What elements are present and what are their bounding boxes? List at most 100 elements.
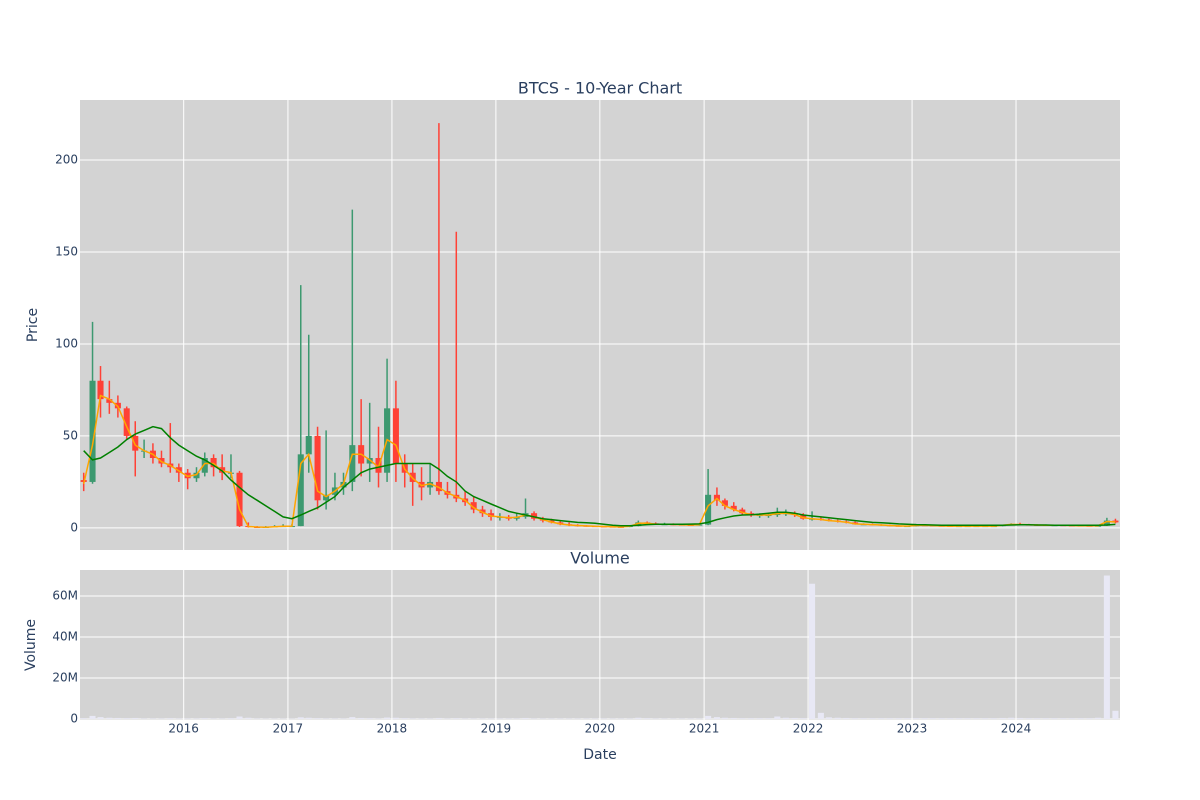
- volume-bar: [158, 718, 165, 719]
- volume-bar: [141, 718, 148, 719]
- candle-body: [705, 494, 712, 525]
- volume-bar: [635, 717, 642, 719]
- volume-bar: [696, 718, 703, 719]
- candle-body: [236, 472, 243, 527]
- candle-body: [184, 472, 191, 479]
- y-tick-label: 200: [55, 152, 78, 166]
- volume-bar: [401, 718, 408, 719]
- y-tick-label: 50: [63, 428, 78, 442]
- volume-bar: [591, 718, 599, 719]
- volume-bar: [193, 718, 200, 719]
- candle-body: [305, 435, 312, 455]
- volume-bar: [964, 718, 971, 719]
- x-tick-label: 2019: [481, 722, 512, 736]
- volume-bar: [947, 718, 954, 719]
- volume-bar: [539, 718, 546, 719]
- volume-bar: [817, 712, 824, 719]
- volume-axis-label: Volume: [23, 619, 39, 671]
- volume-bar: [210, 718, 217, 719]
- volume-bar: [219, 718, 226, 719]
- volume-bar: [444, 718, 451, 719]
- volume-bar: [462, 718, 469, 719]
- volume-bar: [1112, 710, 1119, 719]
- volume-bar: [574, 718, 581, 719]
- volume-tick-label: 20M: [52, 670, 78, 684]
- candle-body: [730, 505, 737, 510]
- volume-bar: [297, 717, 304, 719]
- candle-body: [1103, 520, 1110, 526]
- candle-body: [392, 408, 399, 464]
- x-tick-label: 2024: [1001, 722, 1032, 736]
- volume-bar: [505, 718, 512, 719]
- x-tick-label: 2022: [793, 722, 824, 736]
- volume-bar: [748, 718, 755, 719]
- volume-bar: [1025, 718, 1032, 719]
- y-tick-label: 150: [55, 244, 78, 258]
- volume-bar: [713, 717, 720, 719]
- volume-bar: [973, 718, 980, 719]
- volume-bar: [479, 718, 486, 719]
- candle-body: [479, 509, 486, 514]
- candle-body: [210, 458, 217, 468]
- volume-bar: [227, 718, 235, 719]
- volume-bar: [852, 718, 859, 719]
- candle-body: [201, 458, 208, 473]
- candle-body: [106, 399, 113, 403]
- volume-bar: [756, 718, 763, 719]
- volume-title: Volume: [570, 549, 630, 568]
- volume-tick-label: 0: [70, 711, 78, 725]
- volume-bar: [1016, 717, 1024, 719]
- volume-bar: [1095, 717, 1102, 719]
- volume-bar: [661, 718, 668, 719]
- volume-bar: [721, 717, 728, 719]
- x-tick-label: 2018: [377, 722, 408, 736]
- volume-bar: [938, 718, 945, 719]
- volume-bar: [323, 718, 330, 719]
- x-tick-label: 2023: [897, 722, 928, 736]
- volume-bar: [687, 718, 694, 719]
- volume-bar: [800, 718, 807, 719]
- x-axis-label: Date: [583, 747, 616, 763]
- volume-bar: [982, 718, 989, 719]
- candle-body: [721, 500, 728, 506]
- volume-bar: [114, 717, 121, 719]
- volume-bar: [531, 718, 538, 719]
- volume-bar: [314, 718, 321, 719]
- volume-bar: [834, 717, 841, 719]
- volume-bar: [375, 718, 382, 719]
- volume-bar: [869, 718, 876, 719]
- candle-body: [349, 445, 356, 482]
- volume-bar: [626, 718, 633, 719]
- x-tick-label: 2017: [273, 722, 304, 736]
- volume-bar: [305, 717, 312, 719]
- volume-bar: [990, 718, 997, 719]
- volume-bar: [886, 718, 893, 719]
- volume-bar: [106, 717, 113, 719]
- volume-bar: [149, 718, 156, 719]
- volume-bar: [97, 717, 104, 719]
- volume-bar: [1077, 718, 1084, 719]
- x-tick-label: 2016: [168, 722, 199, 736]
- volume-bar: [956, 718, 963, 719]
- volume-bar: [843, 717, 850, 719]
- volume-bar: [600, 718, 607, 719]
- volume-bar: [132, 717, 139, 719]
- volume-bar: [470, 718, 477, 719]
- volume-bar: [384, 717, 391, 719]
- volume-bar: [617, 718, 624, 719]
- chart-title: BTCS - 10-Year Chart: [518, 79, 682, 98]
- volume-bar: [1068, 718, 1075, 719]
- candle-body: [97, 380, 104, 400]
- volume-bar: [80, 718, 87, 719]
- volume-bar: [644, 718, 651, 719]
- volume-bar: [929, 718, 936, 719]
- candle-body: [175, 467, 182, 473]
- candle-body: [314, 435, 321, 501]
- volume-tick-label: 40M: [52, 630, 78, 644]
- volume-bar: [782, 717, 789, 719]
- candle-body: [800, 515, 807, 519]
- volume-bar: [513, 718, 520, 719]
- volume-bar: [999, 717, 1006, 719]
- volume-bar: [652, 718, 659, 719]
- volume-bar: [175, 718, 182, 719]
